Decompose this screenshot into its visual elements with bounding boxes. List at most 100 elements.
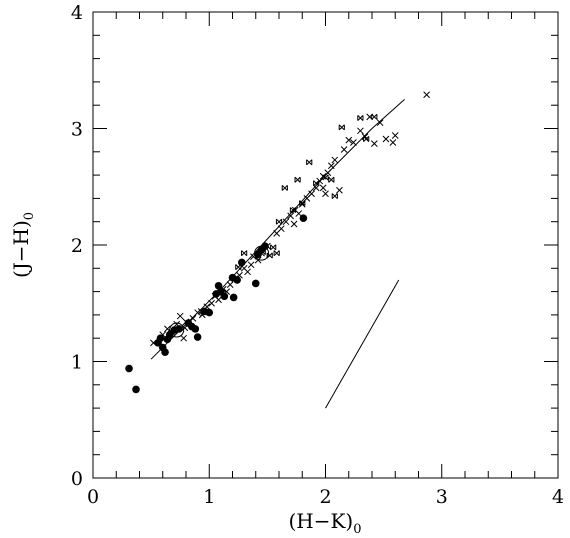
filled-circle-point: [191, 325, 200, 333]
cross-point: [308, 190, 315, 198]
cross-point: [173, 320, 181, 328]
filled-circle-point: [214, 281, 223, 290]
cross-point: [340, 146, 348, 153]
x-axis-label-main: (H−K): [288, 509, 353, 533]
data-points: [125, 91, 430, 394]
cross-box-point: [259, 249, 266, 255]
filled-circle-point: [220, 292, 229, 301]
cross-point: [215, 296, 222, 304]
filled-circle-point: [161, 348, 169, 356]
filled-circle-point: [132, 385, 140, 394]
cross-box-point: [357, 115, 364, 121]
y-tick-label: 1: [71, 352, 83, 374]
cross-point: [150, 339, 157, 347]
y-axis-label: (J−H)0: [9, 212, 37, 278]
x-tick-label: 4: [552, 486, 564, 508]
cross-point: [361, 133, 369, 141]
filled-circle-point: [175, 325, 183, 333]
cross-point: [181, 324, 189, 332]
cross-box-point: [270, 244, 277, 251]
open-circle-point: [254, 245, 270, 261]
filled-circle-point: [229, 293, 238, 302]
cross-point: [287, 212, 294, 220]
x-tick-label: 2: [319, 486, 331, 508]
cross-point: [298, 200, 306, 208]
cross-box-point: [275, 218, 283, 225]
cross-box-point: [241, 250, 248, 257]
cross-point: [208, 299, 215, 307]
filled-circle-point: [251, 279, 260, 288]
cross-box-point: [338, 124, 345, 131]
cross-point: [423, 91, 430, 99]
cross-point: [180, 334, 188, 342]
cross-point: [391, 132, 399, 139]
cross-point: [345, 136, 353, 144]
cross-point: [295, 210, 303, 217]
cross-point: [327, 162, 335, 170]
x-tick-label: 3: [436, 486, 448, 508]
cross-point: [189, 315, 197, 322]
cross-point: [264, 242, 271, 250]
x-tick-label: 0: [87, 486, 99, 508]
cross-box-point: [371, 113, 378, 120]
cross-point: [382, 135, 390, 143]
y-tick-label: 4: [71, 2, 83, 24]
cross-box-point: [331, 193, 338, 200]
cross-point: [250, 253, 257, 261]
cross-point: [277, 225, 285, 233]
filled-circle-point: [125, 364, 133, 373]
cross-box-point: [235, 264, 242, 271]
filled-circle-point: [156, 334, 165, 343]
cross-box-point: [294, 176, 301, 183]
y-axis-label-sub: 0: [22, 212, 37, 220]
cross-box-point: [328, 176, 335, 183]
cross-point: [316, 177, 324, 185]
cross-point: [244, 268, 251, 276]
cross-point: [336, 186, 343, 194]
cross-box-point: [306, 159, 313, 166]
cross-point: [236, 271, 243, 279]
cross-point: [203, 303, 211, 311]
axis-ticks: [92, 11, 559, 479]
cross-point: [197, 308, 205, 315]
y-tick-label: 3: [71, 119, 83, 141]
cross-point: [247, 261, 255, 269]
x-axis-label: (H−K)0: [288, 509, 361, 537]
y-tick-label: 2: [71, 235, 83, 257]
cross-point: [290, 220, 298, 228]
cross-point: [370, 140, 378, 147]
x-axis-label-sub: 0: [353, 522, 361, 537]
cross-box-point: [363, 136, 370, 142]
cross-point: [324, 169, 332, 177]
cross-point: [159, 331, 167, 339]
cross-point: [219, 285, 227, 293]
cross-point: [226, 281, 234, 288]
cross-box-point: [313, 180, 320, 187]
cross-box-point: [281, 184, 288, 191]
cross-point: [376, 119, 384, 127]
filled-circle-point: [193, 333, 202, 341]
cross-point: [357, 127, 364, 135]
cross-point: [350, 139, 357, 146]
x-tick-label: 1: [203, 486, 215, 508]
cross-box-point: [299, 200, 306, 207]
filled-circle-point: [205, 308, 214, 317]
cross-point: [389, 139, 397, 146]
y-tick-label: 0: [71, 468, 83, 490]
cross-point: [176, 312, 184, 320]
cross-point: [322, 190, 329, 198]
filled-circle-point: [238, 258, 246, 267]
cross-point: [319, 184, 327, 192]
reddening-vector: [325, 279, 400, 409]
cross-point: [223, 288, 231, 295]
cross-point: [331, 156, 339, 164]
cross-point: [282, 218, 290, 226]
tick-labels: 0 1 2 3 4 0 1 2 3 4: [71, 2, 564, 508]
cross-box-point: [266, 252, 273, 259]
cross-box-point: [289, 207, 297, 214]
cross-box-point: [322, 174, 329, 181]
cross-point: [231, 275, 239, 283]
open-circle-point: [169, 322, 185, 338]
cross-point: [182, 318, 190, 326]
